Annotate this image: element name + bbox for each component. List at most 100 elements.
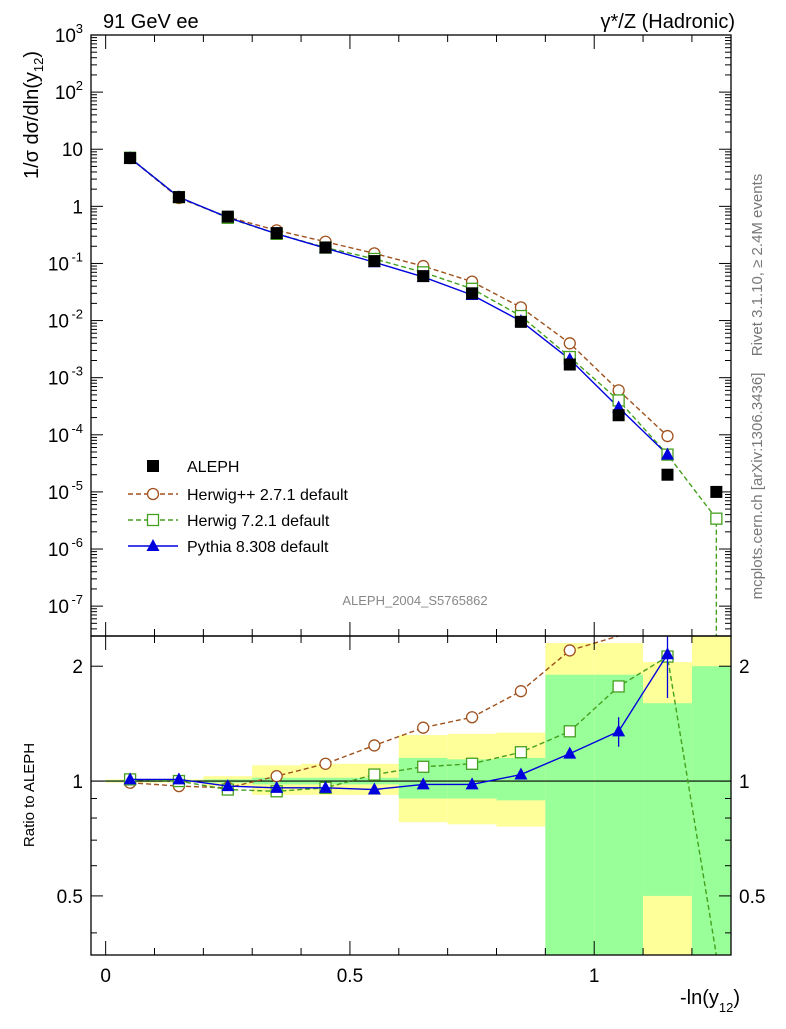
legend-label-2: Herwig 7.2.1 default: [187, 513, 330, 530]
ratio-point-1-6: [417, 760, 430, 773]
ratio-point-0-4: [319, 757, 332, 770]
main-point-0-10: [612, 409, 625, 422]
ratio-point-1-10: [612, 680, 625, 693]
band-green: [691, 666, 731, 955]
ratio-point-1-5: [368, 768, 381, 781]
mcplots-label: mcplots.cern.ch [arXiv:1306.3436]: [749, 373, 766, 600]
main-point-3-11: [660, 447, 674, 460]
ratio-uncertainty-bands: [105, 636, 731, 955]
x-axis-label: -ln(y12): [680, 987, 740, 1015]
band-green: [545, 674, 595, 955]
ratio-point-2-11: [660, 647, 674, 660]
rivet-version-label: Rivet 3.1.10, ≥ 2.4M events: [749, 174, 766, 357]
ratio-point-2-1: [172, 772, 186, 785]
main-line-1: [129, 157, 668, 437]
main-y-tick-exponent: -4: [71, 421, 83, 436]
ratio-point-2-6: [416, 777, 430, 790]
main-point-0-3: [270, 227, 283, 240]
ratio-point-1-9: [563, 725, 576, 738]
ratio-point-2-8: [514, 767, 528, 780]
ratio-point-0-8: [514, 685, 528, 698]
ratio-point-2-7: [465, 777, 479, 790]
main-panel-series: [123, 151, 723, 636]
ratio-point-1-7: [465, 757, 479, 770]
ratio-point-0-6: [417, 721, 430, 734]
main-y-tick-exponent: 3: [76, 21, 83, 36]
analysis-watermark: ALEPH_2004_S5765862: [342, 593, 487, 608]
main-y-tick-exponent: 2: [76, 78, 83, 93]
main-y-tick-label: 10: [55, 83, 76, 104]
main-y-tick-exponent: -2: [71, 307, 83, 322]
band-green: [643, 703, 692, 896]
ratio-y-tick-label-left: 0.5: [57, 887, 83, 908]
panel-frames: [90, 34, 732, 956]
main-y-tick-exponent: -6: [71, 535, 83, 550]
ratio-point-2-9: [563, 746, 577, 759]
main-y-tick-label: 10: [48, 597, 69, 618]
legend-label-3: Pythia 8.308 default: [187, 539, 329, 556]
legend-marker-1: [146, 487, 160, 501]
main-y-tick-label: 10: [55, 26, 76, 47]
ratio-point-0-5: [368, 739, 381, 752]
ratio-point-0-9: [563, 644, 576, 657]
main-y-tick-exponent: -1: [71, 249, 83, 264]
header-left-label: 91 GeV ee: [103, 11, 199, 33]
main-point-0-2: [221, 210, 234, 223]
x-tick-label: 1: [589, 966, 600, 987]
x-tick-label: 0: [100, 966, 111, 987]
legend: ALEPH Herwig++ 2.7.1 default Herwig 7.2.1 …: [128, 459, 349, 556]
main-y-tick-label: 1: [72, 197, 83, 218]
legend-marker-3: [146, 539, 160, 551]
ratio-y-axis-label: Ratio to ALEPH: [21, 743, 38, 847]
main-point-0-4: [319, 241, 332, 254]
ratio-y-tick-label-right: 2: [739, 657, 750, 678]
main-line-2: [129, 157, 718, 636]
ratio-point-0-7: [465, 711, 479, 724]
legend-marker-0: [147, 460, 159, 472]
main-point-0-1: [172, 191, 185, 204]
ratio-point-2-10: [612, 724, 626, 737]
band-green: [594, 674, 644, 955]
legend-label-1: Herwig++ 2.7.1 default: [187, 487, 349, 504]
main-y-tick-label: 10: [48, 369, 69, 390]
ratio-line-2: [130, 653, 669, 791]
main-point-2-12: [710, 512, 723, 525]
main-y-tick-label: 10: [48, 312, 69, 333]
ratio-point-2-5: [367, 782, 381, 795]
main-point-0-5: [368, 255, 381, 268]
main-point-1-9: [563, 337, 576, 350]
main-y-tick-exponent: -5: [71, 478, 83, 493]
main-y-tick-label: 10: [48, 254, 69, 275]
main-point-0-7: [466, 287, 479, 300]
ratio-frame: [90, 635, 732, 956]
legend-label-0: ALEPH: [187, 459, 239, 476]
main-point-0-11: [661, 468, 674, 481]
main-point-0-6: [417, 270, 430, 283]
main-point-0-0: [124, 152, 137, 165]
ratio-point-2-4: [319, 780, 333, 793]
ratio-y-tick-label-right: 1: [739, 772, 750, 793]
main-point-0-12: [710, 485, 723, 498]
ratio-point-2-0: [123, 772, 137, 785]
ratio-y-tick-label-left: 2: [72, 657, 83, 678]
main-y-tick-label: 10: [48, 426, 69, 447]
x-tick-label: 0.5: [337, 966, 363, 987]
ratio-y-tick-label-left: 1: [72, 772, 83, 793]
main-y-tick-label: 10: [62, 140, 83, 161]
legend-marker-2: [146, 513, 160, 527]
main-y-tick-label: 10: [48, 540, 69, 561]
ratio-point-1-8: [514, 746, 528, 759]
ratio-y-tick-label-right: 0.5: [739, 887, 765, 908]
ratio-panel-series: [123, 635, 718, 956]
main-point-0-9: [563, 358, 576, 371]
ratio-point-0-3: [270, 770, 283, 783]
main-y-axis-label: 1/σ dσ/dln(y12): [21, 51, 46, 179]
main-y-tick-exponent: -7: [71, 592, 83, 607]
main-y-tick-exponent: -3: [71, 364, 83, 379]
main-point-1-10: [612, 384, 625, 397]
main-line-3: [129, 157, 668, 456]
ratio-point-2-3: [270, 780, 284, 793]
